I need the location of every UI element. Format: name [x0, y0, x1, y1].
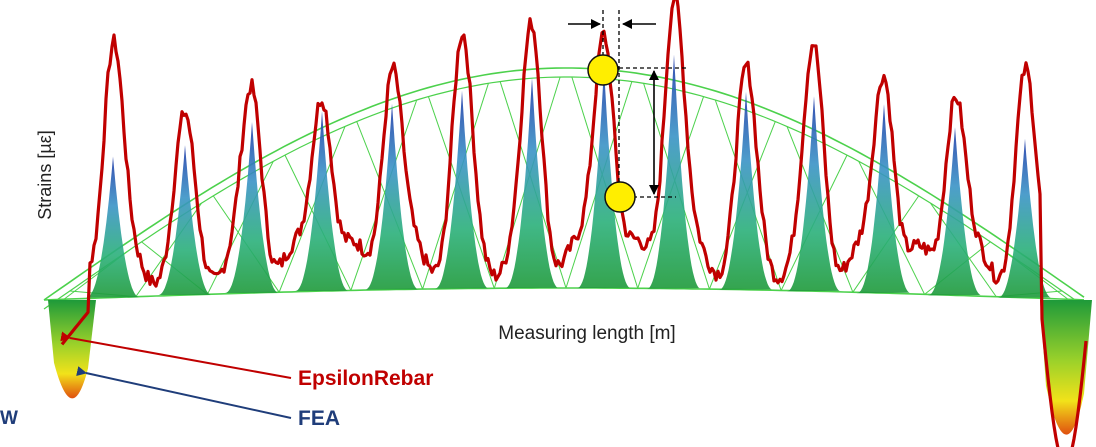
arch-inner-chord [43, 76, 1085, 310]
fea-peak [577, 69, 630, 289]
epsilonrebar-strain-line [60, 0, 1088, 447]
dimension-annotations [568, 10, 686, 213]
fea-peak [998, 138, 1051, 298]
y-axis-label: Strains [µε] [35, 130, 55, 219]
edge-text-fragment: W [0, 408, 18, 429]
marker-circle-bottom [604, 181, 636, 213]
fea-peak [928, 127, 981, 296]
epsilonrebar-callout-line [60, 331, 292, 379]
fea-peak [225, 122, 278, 293]
fea-strain-areas [48, 54, 1092, 435]
marker-circle-top [587, 54, 619, 86]
x-axis-label: Measuring length [m] [498, 323, 675, 344]
deck-chord [43, 287, 1085, 301]
fea-peak [158, 145, 211, 296]
fea-negative-left [48, 300, 96, 399]
fea-peak [505, 78, 558, 289]
epsilonrebar-series-line [60, 0, 1088, 447]
arch-outer-chord [43, 67, 1085, 301]
hanger [350, 99, 418, 291]
fea-peak [719, 91, 772, 290]
fea-peak [647, 54, 700, 289]
hanger [278, 126, 346, 293]
epsilonrebar-label: EpsilonRebar [298, 367, 433, 390]
fea-label: FEA [298, 407, 340, 430]
fea-peak [365, 103, 418, 290]
fea-peak [295, 111, 348, 292]
fea-peak [857, 104, 910, 294]
fea-peak [86, 156, 139, 298]
fea-peak [435, 90, 488, 289]
fea-callout-line [76, 366, 292, 419]
fea-peak [787, 96, 840, 292]
